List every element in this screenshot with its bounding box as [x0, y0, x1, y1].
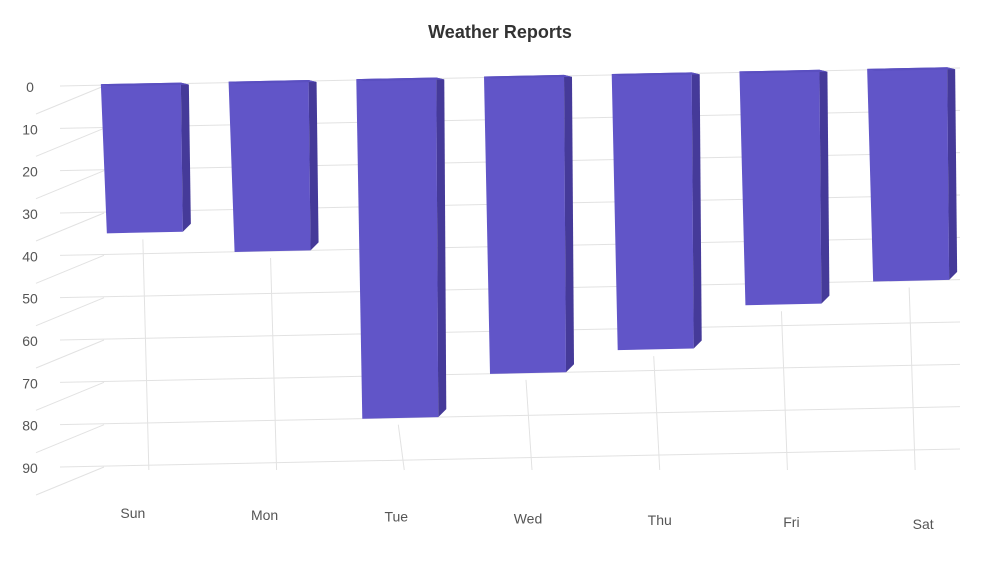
y-tick-label: 50: [22, 291, 38, 307]
bar-thu[interactable]: [611, 72, 702, 351]
chart-title: Weather Reports: [428, 22, 572, 42]
category-guide-line: [525, 379, 533, 471]
bar-front: [100, 82, 183, 234]
bar-side: [691, 72, 702, 349]
y-tick-label: 30: [22, 206, 38, 222]
x-category-label: Fri: [783, 514, 799, 530]
grid-depth-line: [35, 466, 105, 496]
y-tick-label: 90: [22, 460, 38, 476]
grid-depth-line: [35, 339, 105, 369]
grid-depth-line: [35, 254, 105, 284]
x-axis-categories: Sun Mon Tue Wed Thu Fri Sat: [120, 505, 933, 532]
y-tick-label: 0: [26, 79, 34, 95]
bar-top: [228, 80, 317, 84]
bar-side: [819, 69, 830, 304]
grid-depth-line: [35, 297, 105, 327]
bar-top: [739, 69, 828, 74]
grid-depth-line: [35, 127, 105, 157]
y-tick-label: 10: [22, 121, 38, 137]
y-tick-label: 70: [22, 375, 38, 391]
grid-depth-line: [35, 424, 105, 454]
x-category-label: Mon: [251, 507, 278, 523]
bar-sun[interactable]: [100, 82, 191, 234]
x-category-label: Wed: [514, 510, 543, 526]
x-category-label: Thu: [648, 512, 672, 528]
bar-fri[interactable]: [739, 69, 830, 306]
category-guide-line: [270, 257, 278, 471]
bar-top: [100, 82, 189, 87]
x-category-label: Sun: [120, 505, 145, 521]
bar-front: [867, 67, 950, 282]
bar-front: [484, 74, 566, 374]
grid-depth-line: [35, 381, 105, 411]
grid-depth-line: [35, 212, 105, 242]
bar-side: [308, 80, 319, 251]
bar-sat[interactable]: [867, 67, 958, 282]
bar-side: [436, 77, 447, 418]
x-category-label: Sat: [913, 516, 934, 532]
bar-wed[interactable]: [484, 74, 574, 374]
bar-front: [356, 77, 439, 419]
bar-side: [564, 74, 574, 373]
bar-side: [947, 67, 958, 280]
bar-tue[interactable]: [356, 77, 447, 419]
grid-depth-line: [35, 85, 105, 115]
grid-line: [59, 406, 961, 426]
bar-top: [867, 67, 956, 71]
y-tick-label: 20: [22, 164, 38, 180]
y-tick-label: 80: [22, 418, 38, 434]
bars: [100, 67, 958, 419]
y-tick-label: 40: [22, 248, 38, 264]
grid-depth-line: [35, 170, 105, 200]
category-guide-line: [397, 424, 405, 471]
category-guide-line: [142, 239, 150, 471]
bar-mon[interactable]: [228, 80, 319, 252]
grid-line: [59, 448, 961, 468]
bar-front: [228, 80, 311, 252]
bar-top: [484, 74, 572, 79]
bar-side: [180, 82, 191, 232]
bar-front: [739, 69, 822, 306]
category-guide-line: [780, 311, 788, 471]
bar-top: [356, 77, 445, 82]
bar-top: [611, 72, 700, 76]
y-axis-ticks: 0 10 20 30 40 50 60 70 80 90: [22, 79, 38, 476]
bar-front: [611, 72, 694, 351]
category-guide-line: [908, 287, 916, 471]
x-category-label: Tue: [384, 509, 408, 525]
category-guide-line: [653, 356, 661, 471]
y-tick-label: 60: [22, 333, 38, 349]
